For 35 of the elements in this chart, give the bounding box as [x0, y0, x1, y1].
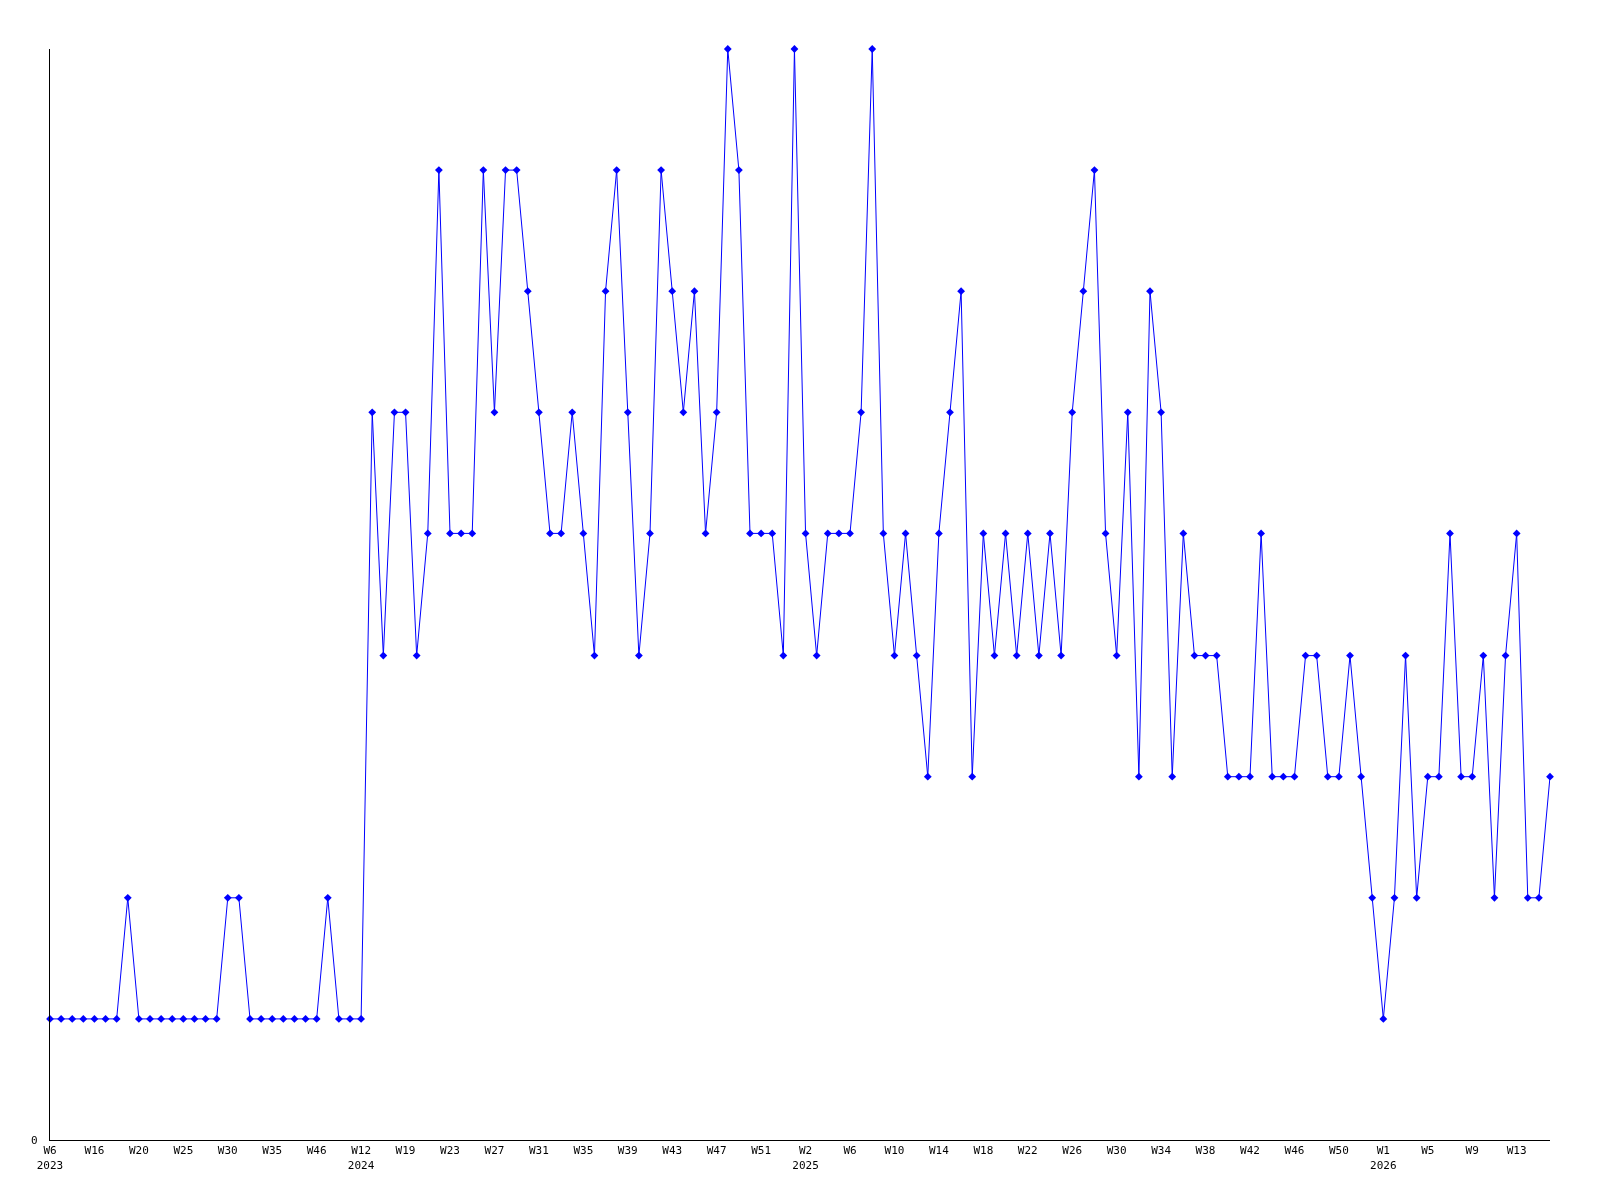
x-tick-label: W35: [262, 1144, 283, 1158]
x-tick-label: W1 2026: [1370, 1144, 1397, 1172]
x-tick-label: W26: [1062, 1144, 1083, 1158]
x-tick-label: W30: [1106, 1144, 1127, 1158]
x-tick-label: W22: [1017, 1144, 1038, 1158]
x-tick-label: W19: [395, 1144, 416, 1158]
x-tick-label: W46: [1284, 1144, 1305, 1158]
x-tick-label: W51: [751, 1144, 772, 1158]
x-tick-label: W25: [173, 1144, 194, 1158]
x-tick-label: W43: [662, 1144, 683, 1158]
x-tick-label: W50: [1328, 1144, 1349, 1158]
x-tick-label: W16: [84, 1144, 105, 1158]
x-tick-label: W39: [617, 1144, 638, 1158]
x-tick-label: W47: [706, 1144, 727, 1158]
x-tick-label: W13: [1506, 1144, 1527, 1158]
x-tick-label: W27: [484, 1144, 505, 1158]
x-tick-label: W30: [217, 1144, 238, 1158]
x-tick-label: W42: [1240, 1144, 1260, 1158]
x-tick-label: W2 2025: [792, 1144, 819, 1172]
x-tick-label: W6 2023: [36, 1144, 64, 1172]
x-tick-label: W12 2024: [347, 1144, 375, 1172]
x-tick-label: W34: [1151, 1144, 1172, 1158]
x-tick-label: W18: [973, 1144, 994, 1158]
x-tick-label: W20: [128, 1144, 149, 1158]
x-tick-label: W46: [306, 1144, 327, 1158]
x-tick-label: W14: [928, 1144, 950, 1158]
text: 0: [31, 1134, 38, 1147]
x-tick-label: W35: [573, 1144, 594, 1158]
x-tick-label: W23: [440, 1144, 460, 1158]
x-tick-label: W5: [1421, 1144, 1435, 1158]
x-tick-label: W9: [1465, 1144, 1479, 1158]
x-tick-label: W6: [843, 1144, 857, 1158]
x-tick-label: W38: [1195, 1144, 1216, 1158]
x-tick-label: W31: [528, 1144, 549, 1158]
x-tick-label: W10: [884, 1144, 905, 1158]
